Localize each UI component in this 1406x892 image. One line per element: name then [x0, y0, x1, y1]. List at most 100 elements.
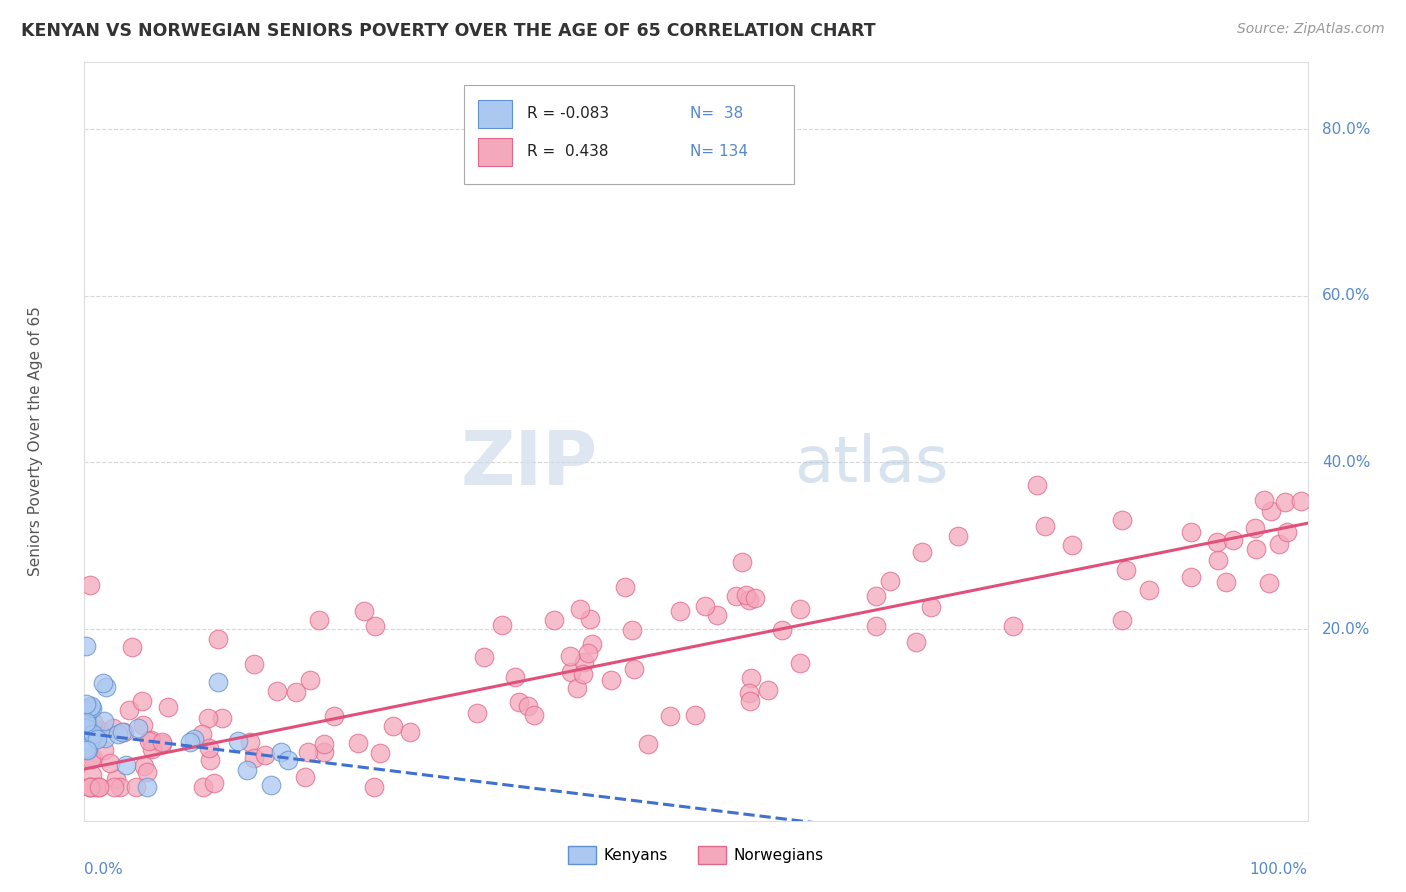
Point — [1243, 521, 1265, 535]
Text: 20.0%: 20.0% — [1322, 622, 1371, 637]
Point — [1033, 519, 1056, 533]
Point — [568, 602, 591, 616]
Point — [79, 780, 101, 795]
Point — [1180, 525, 1202, 540]
Point — [80, 768, 103, 782]
Point — [685, 708, 707, 723]
Point — [75, 733, 97, 747]
Point — [82, 751, 104, 765]
Point — [101, 721, 124, 735]
Point — [82, 726, 104, 740]
Point — [1268, 536, 1291, 550]
Point — [112, 724, 135, 739]
Text: KENYAN VS NORWEGIAN SENIORS POVERTY OVER THE AGE OF 65 CORRELATION CHART: KENYAN VS NORWEGIAN SENIORS POVERTY OVER… — [21, 22, 876, 40]
Point — [744, 591, 766, 605]
Point — [135, 765, 157, 780]
Point — [134, 759, 156, 773]
Text: R = -0.083: R = -0.083 — [527, 106, 609, 121]
Point — [80, 752, 103, 766]
Point — [695, 599, 717, 613]
Point — [308, 613, 330, 627]
Point — [659, 709, 682, 723]
Bar — [478, 137, 513, 166]
Point — [789, 657, 811, 671]
Point — [560, 665, 582, 680]
Point — [107, 727, 129, 741]
Text: Seniors Poverty Over the Age of 65: Seniors Poverty Over the Age of 65 — [28, 307, 44, 576]
Point — [138, 734, 160, 748]
Point — [132, 718, 155, 732]
Legend: Kenyans, Norwegians: Kenyans, Norwegians — [562, 840, 830, 870]
Point — [1274, 495, 1296, 509]
Point — [86, 729, 108, 743]
Point — [111, 725, 134, 739]
Point — [297, 745, 319, 759]
Point — [91, 676, 114, 690]
Point — [179, 735, 201, 749]
Point — [93, 714, 115, 728]
Text: atlas: atlas — [794, 434, 948, 495]
Point — [516, 699, 538, 714]
Point — [157, 699, 180, 714]
Text: Source: ZipAtlas.com: Source: ZipAtlas.com — [1237, 22, 1385, 37]
Point — [79, 733, 101, 747]
Point — [756, 682, 779, 697]
Point — [82, 714, 104, 729]
Text: 40.0%: 40.0% — [1322, 455, 1371, 470]
Point — [1062, 538, 1084, 552]
Point — [323, 708, 346, 723]
Point — [1205, 535, 1227, 549]
Point — [381, 719, 404, 733]
Point — [1222, 533, 1244, 547]
Point — [508, 695, 530, 709]
Point — [141, 732, 163, 747]
Point — [1253, 493, 1275, 508]
Point — [89, 780, 111, 795]
Point — [115, 758, 138, 772]
Text: 100.0%: 100.0% — [1250, 863, 1308, 878]
Point — [150, 737, 173, 751]
Point — [89, 780, 111, 795]
Point — [75, 723, 97, 738]
Point — [724, 589, 747, 603]
Point — [79, 780, 101, 795]
Point — [75, 722, 97, 736]
Point — [298, 673, 321, 688]
Point — [84, 780, 107, 795]
Point — [600, 673, 623, 687]
Point — [623, 662, 645, 676]
Point — [1001, 619, 1024, 633]
Point — [1025, 478, 1047, 492]
Point — [125, 780, 148, 795]
Point — [576, 647, 599, 661]
Point — [118, 703, 141, 717]
Point — [312, 737, 335, 751]
Point — [150, 735, 173, 749]
Point — [363, 780, 385, 795]
Point — [79, 780, 101, 795]
Point — [80, 698, 103, 713]
Point — [94, 680, 117, 694]
Point — [75, 741, 97, 756]
Point — [75, 715, 97, 730]
Point — [243, 657, 266, 671]
Point — [104, 772, 127, 786]
Point — [103, 780, 125, 794]
Point — [734, 588, 756, 602]
Text: 60.0%: 60.0% — [1322, 288, 1371, 303]
Bar — [478, 100, 513, 128]
Point — [364, 619, 387, 633]
Point — [904, 634, 927, 648]
Point — [79, 702, 101, 716]
Point — [183, 731, 205, 746]
Point — [75, 727, 97, 741]
Point — [285, 684, 308, 698]
Point — [347, 736, 370, 750]
Point — [578, 612, 600, 626]
Point — [637, 737, 659, 751]
Point — [921, 599, 943, 614]
Point — [82, 722, 104, 736]
Point — [270, 745, 292, 759]
Point — [207, 632, 229, 646]
Point — [738, 686, 761, 700]
